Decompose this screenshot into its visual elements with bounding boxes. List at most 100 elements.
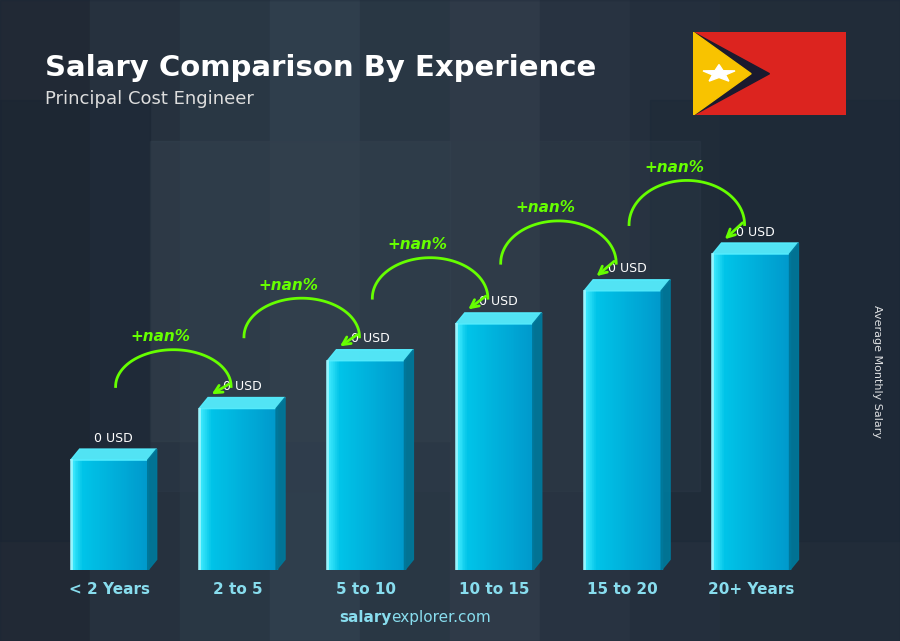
Bar xyxy=(368,361,371,570)
Bar xyxy=(760,254,763,570)
Bar xyxy=(616,291,619,570)
Bar xyxy=(529,324,532,570)
Bar xyxy=(730,254,733,570)
Bar xyxy=(266,408,269,570)
Bar xyxy=(201,408,203,570)
Bar xyxy=(353,361,355,570)
Bar xyxy=(586,291,589,570)
Bar xyxy=(469,324,472,570)
Text: 0 USD: 0 USD xyxy=(222,380,261,393)
Bar xyxy=(199,408,202,570)
Bar xyxy=(489,324,491,570)
Bar xyxy=(494,324,497,570)
Text: Principal Cost Engineer: Principal Cost Engineer xyxy=(45,90,254,108)
Bar xyxy=(753,254,755,570)
Bar xyxy=(599,291,602,570)
Bar xyxy=(722,254,725,570)
Bar xyxy=(715,254,717,570)
Bar xyxy=(477,324,480,570)
Bar xyxy=(140,460,142,570)
Bar xyxy=(341,361,344,570)
Bar xyxy=(465,324,468,570)
Bar xyxy=(113,460,115,570)
Bar xyxy=(121,460,123,570)
Bar xyxy=(346,361,349,570)
Bar xyxy=(519,324,522,570)
Bar xyxy=(609,291,612,570)
Text: +nan%: +nan% xyxy=(259,278,319,293)
Bar xyxy=(810,0,900,641)
Polygon shape xyxy=(199,397,285,408)
Bar xyxy=(127,460,129,570)
Bar xyxy=(348,361,351,570)
Bar xyxy=(222,408,225,570)
Bar xyxy=(265,408,267,570)
Bar xyxy=(0,0,90,641)
Bar xyxy=(335,361,338,570)
Bar xyxy=(94,460,96,570)
Bar xyxy=(274,408,276,570)
Bar xyxy=(492,324,495,570)
Bar xyxy=(360,0,450,641)
Bar xyxy=(395,361,398,570)
Polygon shape xyxy=(584,279,670,291)
Bar xyxy=(720,0,810,641)
Bar xyxy=(502,324,505,570)
Bar xyxy=(726,254,728,570)
Bar xyxy=(92,460,94,570)
Bar xyxy=(202,408,205,570)
Bar xyxy=(144,460,147,570)
Text: Average Monthly Salary: Average Monthly Salary xyxy=(872,305,883,438)
Bar xyxy=(142,460,145,570)
Bar xyxy=(724,254,726,570)
Bar xyxy=(88,460,91,570)
Bar xyxy=(770,254,773,570)
Bar xyxy=(272,408,274,570)
Bar xyxy=(464,324,466,570)
Bar xyxy=(356,361,359,570)
Polygon shape xyxy=(713,243,798,254)
Bar xyxy=(102,460,104,570)
Polygon shape xyxy=(703,65,735,81)
Polygon shape xyxy=(693,32,770,115)
Polygon shape xyxy=(693,32,752,115)
Bar xyxy=(450,0,540,641)
Bar xyxy=(623,291,626,570)
Bar xyxy=(657,291,660,570)
Bar xyxy=(638,291,641,570)
Bar xyxy=(458,324,460,570)
Bar xyxy=(150,141,700,491)
Bar xyxy=(377,361,380,570)
Bar xyxy=(619,291,621,570)
Bar xyxy=(328,361,330,570)
Bar xyxy=(224,408,227,570)
Bar xyxy=(253,408,256,570)
Bar xyxy=(769,254,771,570)
Bar xyxy=(119,460,122,570)
Bar xyxy=(329,361,332,570)
Bar xyxy=(780,254,782,570)
Bar xyxy=(134,460,137,570)
Polygon shape xyxy=(148,449,157,570)
Bar xyxy=(358,361,361,570)
Bar xyxy=(136,460,139,570)
Bar xyxy=(762,254,765,570)
Text: 0 USD: 0 USD xyxy=(736,226,775,238)
Bar xyxy=(100,460,102,570)
Bar xyxy=(219,408,220,570)
Bar xyxy=(389,361,392,570)
Bar xyxy=(391,361,393,570)
Bar xyxy=(380,361,382,570)
Bar xyxy=(333,361,336,570)
Bar xyxy=(239,408,242,570)
Bar xyxy=(236,408,238,570)
Bar xyxy=(364,361,366,570)
Bar xyxy=(540,0,630,641)
Bar xyxy=(774,254,777,570)
Bar xyxy=(180,0,270,641)
Bar xyxy=(263,408,266,570)
Bar xyxy=(500,324,502,570)
Text: +nan%: +nan% xyxy=(387,237,447,252)
Bar xyxy=(473,324,476,570)
Bar xyxy=(232,408,234,570)
